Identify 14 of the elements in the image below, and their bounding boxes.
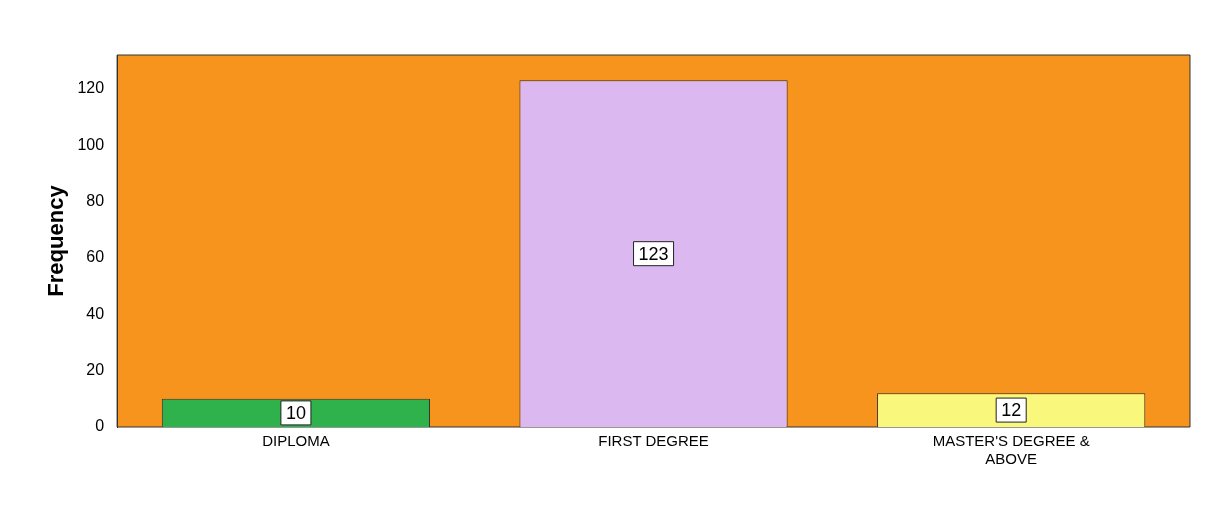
y-tick-label: 60 (86, 248, 105, 266)
x-tick-label: MASTER'S DEGREE & ABOVE (932, 432, 1090, 468)
y-tick-label: 80 (86, 191, 105, 209)
data-label: 123 (638, 243, 669, 264)
x-tick-label: FIRST DEGREE (598, 432, 709, 450)
y-axis-title: Frequency (43, 184, 69, 297)
y-tick-label: 100 (77, 135, 105, 153)
data-label: 10 (285, 402, 306, 423)
y-tick-label: 40 (86, 304, 105, 322)
y-tick-label: 0 (95, 417, 105, 435)
data-label: 12 (1001, 400, 1022, 421)
y-tick-label: 120 (77, 79, 105, 97)
y-tick-label: 20 (86, 361, 105, 379)
x-tick-label: DIPLOMA (262, 432, 330, 450)
